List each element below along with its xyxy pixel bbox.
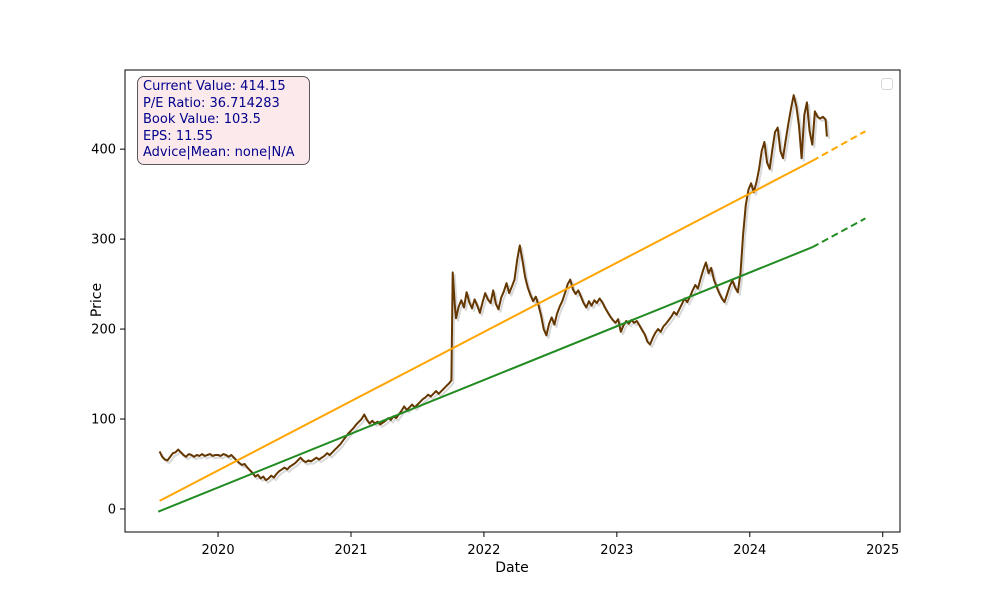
y-axis-label: Price: [89, 282, 105, 318]
trend-lower-forecast-line: [811, 217, 866, 249]
advice-mean-text: Advice|Mean: none|N/A: [143, 145, 295, 161]
book-value-text: Book Value: 103.5: [143, 112, 261, 128]
pe-ratio-text: P/E Ratio: 36.714283: [143, 95, 280, 111]
x-axis-tick-label: 2023: [600, 543, 633, 558]
y-axis-tick-label: 400: [91, 143, 116, 158]
annotation-box: Current Value: 414.15 P/E Ratio: 36.7142…: [137, 76, 310, 165]
x-axis-tick-label: 2024: [733, 543, 766, 558]
eps-text: EPS: 11.55: [143, 128, 214, 144]
y-axis-tick-label: 0: [108, 502, 116, 517]
y-axis-tick-label: 300: [91, 233, 116, 248]
current-value-text: Current Value: 414.15: [143, 79, 286, 94]
y-axis-tick-label: 100: [91, 413, 116, 428]
x-axis-tick-label: 2021: [334, 543, 367, 558]
x-axis-tick-label: 2025: [866, 543, 899, 558]
trend-upper-forecast-line: [811, 130, 866, 162]
plot-frame: [124, 69, 901, 533]
y-axis-tick-label: 200: [91, 323, 116, 338]
legend-box: [881, 78, 893, 90]
trend-lower-solid-line: [157, 246, 813, 513]
trend-upper-solid-line: [159, 160, 813, 502]
x-axis-tick-label: 2022: [467, 543, 500, 558]
x-axis-tick-label: 2020: [202, 543, 235, 558]
x-axis-label: Date: [495, 560, 529, 576]
